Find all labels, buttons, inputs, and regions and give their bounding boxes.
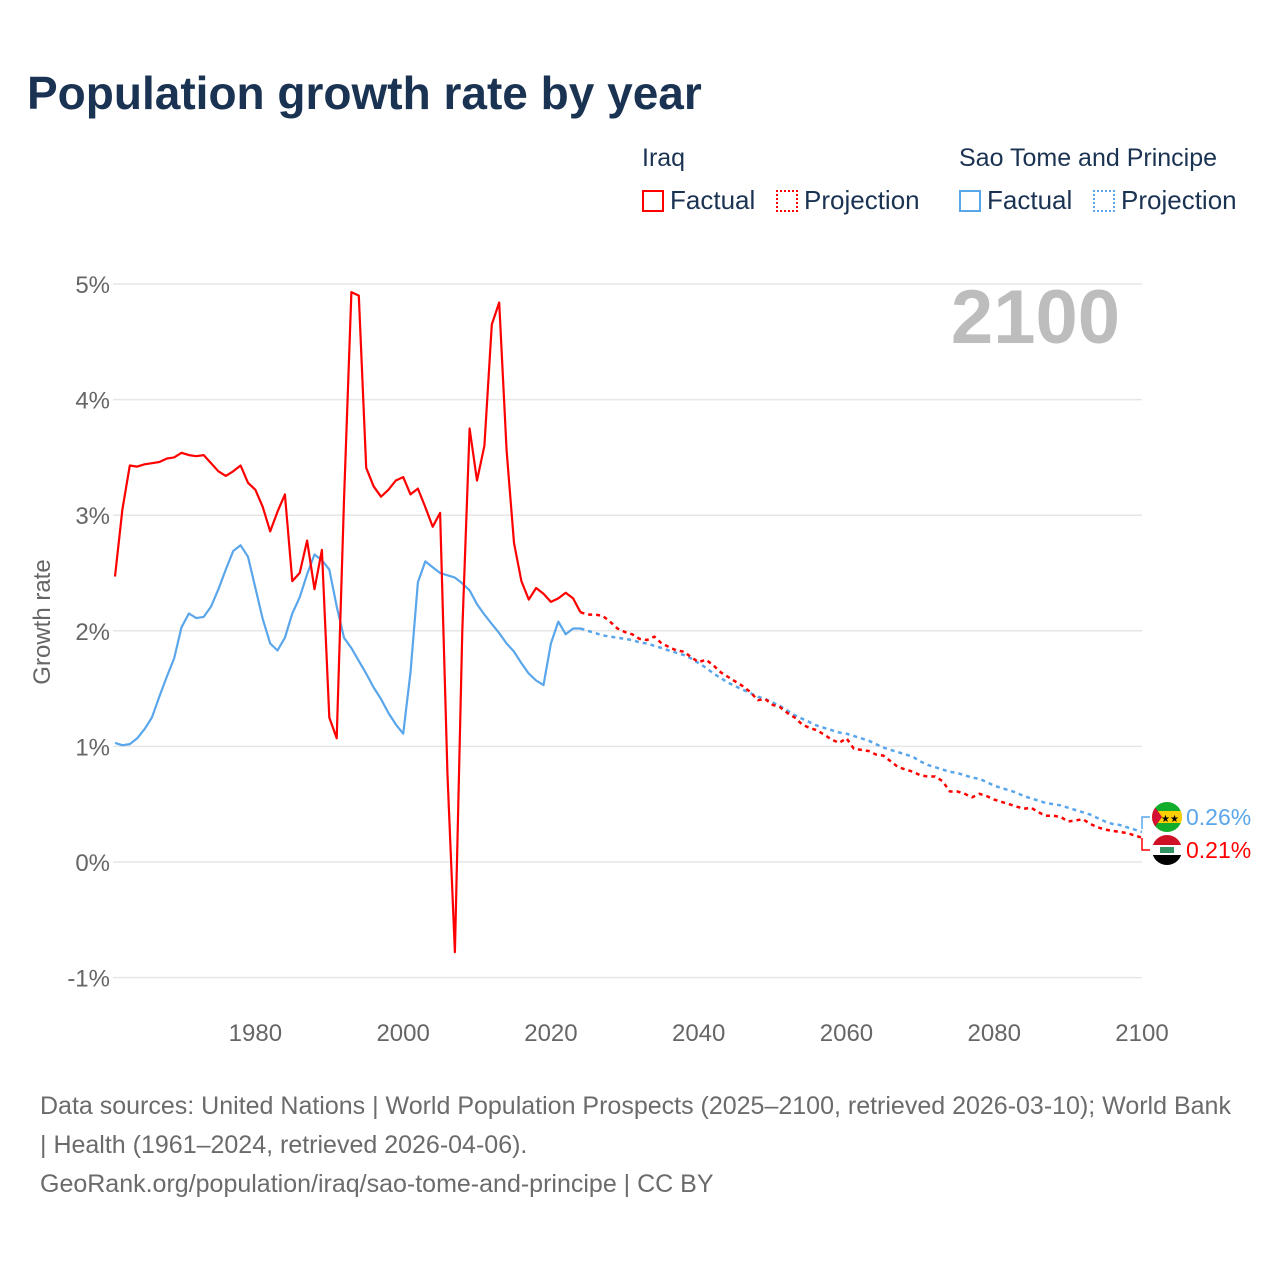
x-tick-label: 2000 [376,1020,429,1047]
stp-end-value: 0.26% [1186,804,1251,830]
legend-label: Factual [987,185,1073,215]
y-axis-label: Growth rate [29,559,56,684]
series-line-sao-tome-and-principe-projection [580,627,1143,834]
y-tick-label: 3% [75,503,110,530]
x-tick-label: 1980 [229,1020,282,1047]
iraq-end-connector [1141,838,1150,851]
legend-label: Factual [670,185,756,215]
footer: Data sources: United Nations | World Pop… [40,1087,1240,1204]
chart-title: Population growth rate by year [27,67,702,119]
legend-iraq-projection[interactable]: Projection [776,185,920,216]
x-tick-label: 2040 [672,1020,725,1047]
legend-group-stp: Sao Tome and Principe [959,144,1218,172]
stp-end-connector [1141,816,1150,829]
iraq-flag-icon [1152,835,1182,865]
x-tick-label: 2100 [1115,1020,1168,1047]
legend-iraq-factual[interactable]: Factual [642,185,755,216]
y-tick-label: 1% [75,734,110,761]
iraq-end-value: 0.21% [1186,837,1251,863]
legend-swatch-solid-blue [959,189,981,212]
data-sources: Data sources: United Nations | World Pop… [40,1092,1231,1159]
svg-text:★★: ★★ [1161,814,1179,825]
legend-label: Projection [1121,185,1237,215]
y-tick-label: 0% [75,850,110,877]
series-line-iraq-projection [580,611,1143,839]
sao-tome-flag-icon: ★★ [1152,802,1182,832]
x-tick-label: 2080 [968,1020,1021,1047]
legend-label: Projection [804,185,920,215]
y-tick-label: 4% [75,388,110,415]
legend-stp-factual[interactable]: Factual [959,185,1072,216]
y-tick-label: 5% [75,272,110,299]
legend-swatch-dotted-red [776,189,798,212]
legend-stp-projection[interactable]: Projection [1093,185,1237,216]
legend-swatch-solid-red [642,189,664,212]
y-tick-label: 2% [75,619,110,646]
series-line-sao-tome-and-principe-factual [114,544,581,747]
legend-swatch-dotted-blue [1093,189,1115,212]
legend-group-iraq: Iraq [642,144,686,172]
series-line-iraq-factual [113,291,582,954]
x-tick-label: 2060 [820,1020,873,1047]
credit-link[interactable]: GeoRank.org/population/iraq/sao-tome-and… [40,1170,714,1198]
year-display: 2100 [951,275,1120,360]
x-tick-label: 2020 [524,1020,577,1047]
y-tick-label: -1% [67,966,110,993]
